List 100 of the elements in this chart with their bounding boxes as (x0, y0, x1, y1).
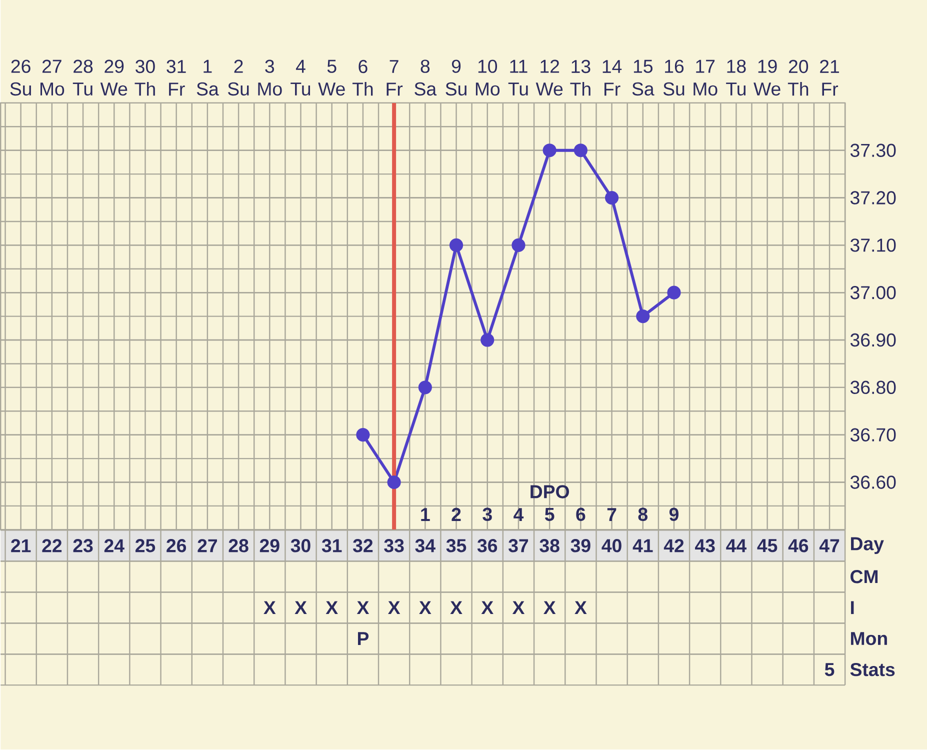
y-tick-label: 37.20 (850, 191, 896, 205)
text: 25 (136, 539, 156, 552)
point (449, 238, 464, 252)
x-tick-label: 5 We (318, 60, 345, 96)
text: 41 (632, 539, 653, 552)
x-tick-label: 30 Th (134, 60, 155, 96)
text: X (512, 601, 525, 614)
x-tick-label: 18 Tu (726, 60, 746, 96)
x-tick-label: 16 Su (663, 60, 684, 96)
x-tick-label: 7 Fr (386, 60, 403, 96)
x-tick-label: 19 We (754, 60, 780, 96)
x-tick-label: 15 Sa (632, 60, 654, 96)
x-tick-label: 4 Tu (290, 60, 310, 96)
y-tick-label: Mon (851, 632, 887, 646)
text: X (419, 601, 432, 614)
text: X (294, 601, 307, 614)
x2-tick-label: 2 (452, 508, 461, 522)
x2-axis-title: DPO (530, 485, 570, 499)
y-tick-label: Day (851, 538, 884, 554)
text: 37 (508, 539, 528, 553)
x-tick-label: 13 Th (570, 60, 590, 96)
text: 34 (415, 539, 436, 553)
x-tick-label: 29 We (100, 60, 128, 96)
x2-tick-label: 3 (482, 508, 492, 522)
text: X (264, 601, 276, 614)
point (356, 428, 370, 442)
text: X (544, 601, 556, 614)
x-tick-label: 20 Th (788, 60, 808, 96)
text: 46 (788, 539, 808, 552)
point (387, 476, 401, 490)
x2-tick-label: 9 (669, 508, 679, 522)
point (480, 333, 494, 348)
x2-tick-label: 8 (638, 508, 648, 522)
text: 44 (726, 539, 746, 552)
y-tick-label: 36.70 (850, 428, 896, 442)
x-tick-label: 12 We (536, 60, 563, 96)
text: 47 (819, 539, 840, 552)
y-tick-label: Stats (850, 663, 895, 676)
text: P (358, 632, 369, 646)
text: 23 (73, 539, 93, 553)
text: 21 (11, 539, 31, 552)
text: 28 (228, 539, 248, 552)
x2-tick-label: 7 (607, 508, 616, 522)
x-tick-label: 17 Mo (694, 60, 718, 96)
text: X (481, 601, 494, 614)
text: 26 (166, 539, 186, 552)
y-tick-label: 36.60 (850, 476, 896, 490)
point (542, 144, 556, 158)
y-tick-label: 37.30 (850, 144, 896, 158)
x-tick-label: 3 Mo (258, 60, 282, 96)
x-tick-label: 14 Fr (602, 60, 622, 96)
text: 39 (570, 539, 590, 553)
text: 42 (664, 539, 684, 552)
text: 36 (477, 539, 498, 553)
point (667, 286, 681, 300)
point (604, 191, 619, 205)
y-tick-label: CM (850, 570, 878, 584)
x-tick-label: 1 Sa (196, 60, 219, 96)
y-tick-label: 37.00 (850, 286, 896, 300)
x2-tick-label: 4 (514, 508, 524, 522)
x-tick-label: 21 Fr (820, 60, 839, 96)
text: 35 (446, 539, 466, 553)
x-tick-label: 27 Mo (40, 60, 64, 96)
text: X (574, 601, 587, 614)
text: 24 (104, 539, 124, 552)
point (418, 380, 432, 394)
y-tick-label: 37.10 (850, 238, 896, 252)
point (636, 310, 650, 324)
x-tick-label: 11 Tu (508, 60, 528, 96)
text: X (450, 601, 462, 614)
text: 30 (290, 539, 310, 553)
x-tick-label: 8 Sa (414, 60, 437, 96)
text: 38 (540, 539, 560, 553)
point (574, 144, 588, 158)
point (512, 238, 526, 252)
text: X (326, 601, 338, 614)
x-tick-label: 31 Fr (166, 60, 186, 96)
text: 45 (757, 539, 778, 552)
text: 27 (198, 539, 217, 552)
x2-tick-label: 6 (576, 508, 586, 522)
y-tick-label: 36.90 (850, 334, 896, 347)
x-tick-label: 2 Su (228, 60, 249, 96)
text: 22 (42, 539, 62, 552)
text: X (356, 601, 370, 614)
text: 40 (602, 539, 622, 552)
text: 43 (695, 539, 715, 553)
y-tick-label: I (851, 601, 854, 614)
x2-tick-label: 1 (421, 508, 430, 522)
text: 33 (384, 539, 404, 553)
text: 32 (353, 539, 373, 553)
text: X (388, 601, 400, 614)
x-tick-label: 9 Su (446, 60, 466, 96)
text: 5 (824, 663, 834, 676)
x-tick-label: 10 Mo (476, 60, 500, 96)
y-tick-label: 36.80 (850, 381, 896, 394)
x-tick-label: 28 Tu (72, 60, 93, 96)
text: 29 (260, 539, 280, 552)
x2-tick-label: 5 (544, 508, 554, 522)
x-tick-label: 26 Su (10, 60, 31, 96)
x-tick-label: 6 Th (352, 60, 373, 96)
